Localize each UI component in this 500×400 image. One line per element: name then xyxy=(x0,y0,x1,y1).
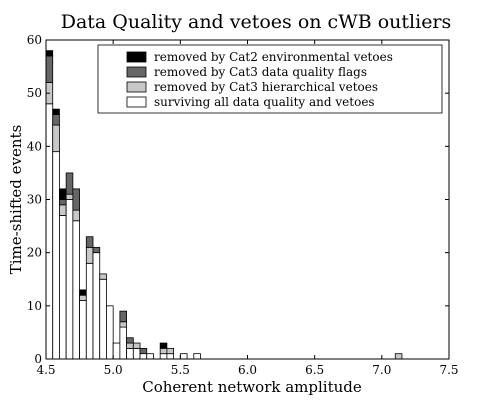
bar-segment-bin2-series0 xyxy=(59,215,67,360)
bar-segment-bin1-series0 xyxy=(52,151,60,360)
bar-segment-bin17-series0 xyxy=(159,353,168,360)
bar-segment-bin17-series1 xyxy=(159,347,168,355)
bar-segment-bin11-series2 xyxy=(119,310,127,323)
y-tick-label-6: 60 xyxy=(27,33,42,47)
bars-layer xyxy=(45,50,403,360)
x-tick-label-4: 6.5 xyxy=(305,363,324,377)
bar-segment-bin12-series2 xyxy=(126,337,134,344)
bar-segment-bin12-series1 xyxy=(126,342,134,349)
bar-segment-bin18-series0 xyxy=(166,353,175,360)
bar-segment-bin1-series1 xyxy=(52,124,60,153)
bar-segment-bin0-series3 xyxy=(45,50,54,57)
legend-label-2: removed by Cat3 hierarchical vetoes xyxy=(154,80,378,94)
x-axis-label: Coherent network amplitude xyxy=(142,378,362,396)
x-tick-label-5: 7.0 xyxy=(372,363,391,377)
legend-swatch-0 xyxy=(126,51,147,63)
y-tick-label-2: 20 xyxy=(27,246,42,260)
bar-segment-bin11-series0 xyxy=(119,326,127,360)
y-tick-label-1: 10 xyxy=(27,299,42,313)
y-tick-label-4: 40 xyxy=(27,139,42,153)
bar-segment-bin15-series0 xyxy=(146,353,154,360)
legend-box xyxy=(97,44,443,114)
bar-segment-bin22-series0 xyxy=(193,353,201,360)
y-tick-label-3: 30 xyxy=(27,193,42,207)
bar-segment-bin6-series0 xyxy=(85,262,94,360)
bar-segment-bin2-series2 xyxy=(59,199,67,206)
bar-segment-bin0-series2 xyxy=(45,55,54,83)
x-tick-label-1: 5.0 xyxy=(104,363,123,377)
bar-segment-bin11-series1 xyxy=(119,321,127,328)
x-tick-label-2: 5.5 xyxy=(171,363,190,377)
bar-segment-bin6-series2 xyxy=(85,236,94,248)
bar-segment-bin1-series3 xyxy=(52,108,60,115)
bar-segment-bin2-series1 xyxy=(59,204,67,216)
bar-segment-bin13-series0 xyxy=(132,347,141,360)
legend-label-1: removed by Cat3 data quality flags xyxy=(154,65,367,79)
bar-segment-bin17-series3 xyxy=(159,342,168,349)
bar-segment-bin10-series0 xyxy=(112,342,121,360)
bar-segment-bin28-series1 xyxy=(394,353,403,360)
bar-segment-bin0-series0 xyxy=(45,103,54,360)
bar-segment-bin6-series1 xyxy=(85,246,94,264)
bar-segment-bin8-series1 xyxy=(99,273,107,280)
bar-segment-bin8-series0 xyxy=(99,278,107,360)
legend: removed by Cat2 environmental vetoesremo… xyxy=(97,44,443,114)
bar-segment-bin5-series0 xyxy=(79,300,87,360)
bar-segment-bin20-series0 xyxy=(179,353,188,360)
bar-segment-bin18-series1 xyxy=(166,347,175,355)
bar-segment-bin5-series1 xyxy=(79,294,87,301)
bar-segment-bin4-series2 xyxy=(72,188,80,211)
legend-label-0: removed by Cat2 environmental vetoes xyxy=(154,50,393,64)
bar-segment-bin5-series3 xyxy=(79,289,87,296)
y-tick-label-5: 50 xyxy=(27,86,42,100)
bar-segment-bin3-series1 xyxy=(65,193,74,200)
plot-frame xyxy=(45,39,450,360)
x-tick-label-6: 7.5 xyxy=(439,363,458,377)
y-tick-label-0: 0 xyxy=(34,352,42,366)
legend-swatch-3 xyxy=(126,96,147,108)
bar-segment-bin14-series0 xyxy=(139,353,148,360)
bar-segment-bin7-series2 xyxy=(92,246,101,254)
x-tick-label-0: 4.5 xyxy=(36,363,55,377)
bar-segment-bin9-series0 xyxy=(106,305,114,360)
legend-swatch-1 xyxy=(126,66,147,78)
bar-segment-bin3-series2 xyxy=(65,172,74,195)
bar-segment-bin3-series0 xyxy=(65,199,74,360)
ticks-layer: 4.5 5.0 5.5 6.0 6.5 7.0 7.5 0 10 20 30 40 50 60 xyxy=(27,33,459,377)
bar-segment-bin4-series1 xyxy=(72,209,80,222)
chart-title: Data Quality and vetoes on cWB outliers xyxy=(61,11,452,33)
legend-swatch-2 xyxy=(126,81,147,93)
bar-segment-bin2-series3 xyxy=(59,188,67,200)
bar-segment-bin4-series0 xyxy=(72,220,80,360)
legend-label-3: surviving all data quality and vetoes xyxy=(154,95,375,109)
y-axis-label: Time-shifted events xyxy=(7,125,25,275)
bar-segment-bin13-series1 xyxy=(132,342,141,349)
bar-segment-bin14-series2 xyxy=(139,347,148,355)
bar-segment-bin12-series0 xyxy=(126,347,134,360)
bar-segment-bin7-series0 xyxy=(92,252,101,360)
x-tick-label-3: 6.0 xyxy=(238,363,257,377)
bar-segment-bin1-series2 xyxy=(52,114,60,126)
